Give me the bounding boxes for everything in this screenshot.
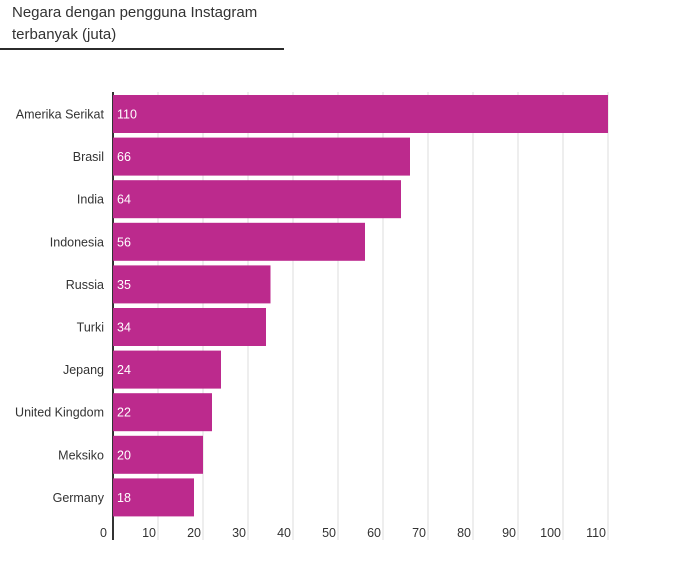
category-label: Turki [77,321,104,335]
bars: 110 66 64 56 35 34 24 22 20 18 [113,95,608,517]
bar [113,95,608,133]
x-tick-label: 10 [142,526,156,540]
value-label: 64 [117,193,131,207]
value-label: 18 [117,491,131,505]
category-label: Amerika Serikat [16,108,105,122]
value-label: 34 [117,321,131,335]
value-label: 24 [117,363,131,377]
category-label: Brasil [73,150,104,164]
bar [113,222,365,261]
bar [113,308,266,346]
bar [113,478,194,517]
bar [113,137,410,176]
category-label: Germany [53,491,105,505]
category-label: Jepang [63,363,104,377]
value-label: 56 [117,235,131,249]
x-axis-ticks: 0 10 20 30 40 50 60 70 80 90 100 110 [100,526,606,540]
value-label: 110 [117,108,137,122]
x-tick-label: 110 [586,526,606,540]
bar [113,180,401,219]
x-tick-label: 30 [232,526,246,540]
value-label: 66 [117,150,131,164]
x-tick-label: 100 [540,526,561,540]
bar [113,393,212,432]
x-tick-label: 60 [367,526,381,540]
x-tick-label: 40 [277,526,291,540]
title-underline [0,48,284,50]
value-label: 35 [117,278,131,292]
bar [113,265,271,304]
value-label: 20 [117,448,131,462]
value-label: 22 [117,406,131,420]
x-tick-label: 20 [187,526,201,540]
x-tick-label: 80 [457,526,471,540]
bar [113,350,221,389]
category-label: Indonesia [50,235,104,249]
category-label: Russia [66,278,104,292]
chart-title: Negara dengan pengguna Instagram terbany… [12,4,258,43]
x-tick-label: 0 [100,526,107,540]
category-label: India [77,193,104,207]
category-label: Meksiko [58,448,104,462]
x-tick-label: 90 [502,526,516,540]
category-labels: Amerika Serikat Brasil India Indonesia Russi… [15,108,105,505]
x-tick-label: 50 [322,526,336,540]
bar [113,435,203,474]
category-label: United Kingdom [15,406,104,420]
x-tick-label: 70 [412,526,426,540]
